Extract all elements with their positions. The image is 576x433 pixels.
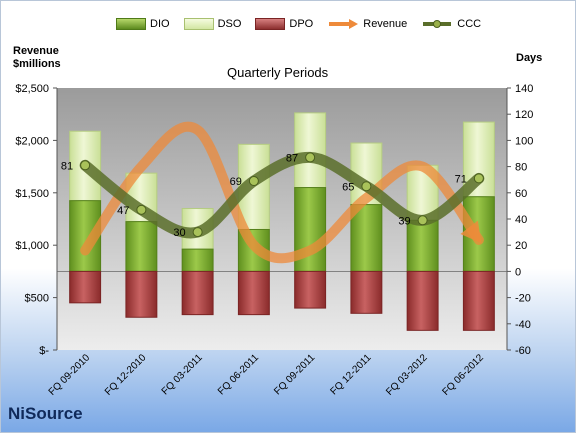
left-axis-tick-label: $1,000	[15, 240, 49, 252]
bar-dio	[125, 221, 158, 272]
legend-label-dso: DSO	[217, 18, 242, 30]
ccc-point	[361, 181, 372, 192]
ccc-data-label: 81	[61, 160, 73, 172]
bar-dpo	[69, 270, 102, 304]
ccc-point	[80, 160, 91, 171]
x-axis-tick-label: FQ 06-2011	[216, 352, 261, 397]
ccc-point	[136, 204, 147, 215]
legend-item-ccc: CCC	[421, 18, 481, 30]
bar-dio	[181, 248, 214, 272]
right-axis-tick-label: 140	[515, 83, 533, 95]
company-name: NiSource	[8, 404, 83, 423]
x-axis-tick-label: FQ 09-2011	[272, 352, 317, 397]
legend-label-dpo: DPO	[289, 18, 314, 30]
legend-swatch-dio	[116, 18, 146, 30]
right-axis-tick-label: 120	[515, 109, 533, 121]
right-axis-tick-label: 0	[515, 266, 521, 278]
ccc-point	[192, 227, 203, 238]
legend: DIO DSO DPO Revenue CCC	[116, 14, 495, 34]
ccc-data-label: 71	[455, 173, 467, 185]
left-axis-tick-label: $1,500	[15, 188, 49, 200]
right-axis-tick-label: 20	[515, 240, 527, 252]
revenue-arrowhead	[460, 220, 482, 244]
ccc-data-label: 30	[173, 227, 185, 239]
chart-subtitle: Quarterly Periods	[227, 65, 329, 80]
x-axis-tick-label: FQ 06-2012	[440, 352, 486, 398]
ccc-data-label: 47	[117, 205, 129, 217]
left-axis-tick-label: $2,500	[15, 83, 49, 95]
right-axis-title: Days	[516, 52, 543, 64]
legend-swatch-dso	[183, 18, 214, 30]
right-axis-tick-label: -60	[515, 345, 531, 357]
ccc-point	[248, 176, 259, 187]
legend-label-dio: DIO	[150, 18, 170, 30]
x-axis-tick-label: FQ 03-2011	[160, 352, 205, 397]
ccc-data-label: 69	[230, 176, 242, 188]
legend-swatch-dpo	[255, 18, 286, 30]
left-axis-title: Revenue $millions	[13, 45, 83, 71]
bar-dpo	[237, 270, 270, 316]
legend-label-ccc: CCC	[457, 18, 482, 30]
bar-dpo	[181, 270, 214, 316]
ccc-data-label: 65	[342, 181, 354, 193]
legend-swatch-revenue	[329, 19, 359, 29]
right-axis-tick-label: 40	[515, 214, 527, 226]
bar-dio	[406, 219, 439, 272]
right-axis-tick-label: -40	[515, 319, 531, 331]
bar-dpo	[462, 270, 495, 331]
bar-dpo	[294, 270, 327, 309]
right-axis-tick-label: 60	[515, 188, 527, 200]
revenue-line	[80, 121, 484, 264]
x-axis-tick-label: FQ 03-2012	[384, 352, 430, 398]
legend-item-revenue: Revenue	[327, 18, 407, 30]
left-axis-tick-label: $2,000	[15, 135, 49, 147]
left-axis-title-line2: $millions	[13, 58, 61, 70]
ccc-point	[417, 215, 428, 226]
legend-item-dpo: DPO	[255, 18, 313, 30]
ccc-point	[305, 152, 316, 163]
bar-dso	[294, 112, 327, 189]
left-axis-tick-label: $500	[25, 293, 49, 305]
legend-label-revenue: Revenue	[363, 18, 408, 30]
x-axis-tick-label: FQ 12-2010	[103, 352, 149, 398]
x-axis-tick-label: FQ 12-2011	[329, 352, 374, 397]
legend-swatch-ccc	[423, 20, 452, 28]
legend-item-dio: DIO	[116, 18, 170, 30]
ccc-data-label: 39	[398, 215, 410, 227]
ccc-point	[473, 173, 484, 184]
right-axis-tick-label: -20	[515, 293, 531, 305]
left-axis-title-line1: Revenue	[13, 45, 59, 57]
bar-dpo	[125, 270, 158, 318]
ccc-data-label: 87	[286, 152, 298, 164]
x-axis-tick-label: FQ 09-2010	[47, 352, 93, 398]
right-axis-tick-label: 100	[515, 135, 533, 147]
left-axis-tick-label: $-	[39, 345, 49, 357]
bar-dpo	[406, 270, 439, 331]
right-axis-tick-label: 80	[515, 162, 527, 174]
bar-dpo	[350, 270, 383, 314]
legend-item-dso: DSO	[183, 18, 242, 30]
